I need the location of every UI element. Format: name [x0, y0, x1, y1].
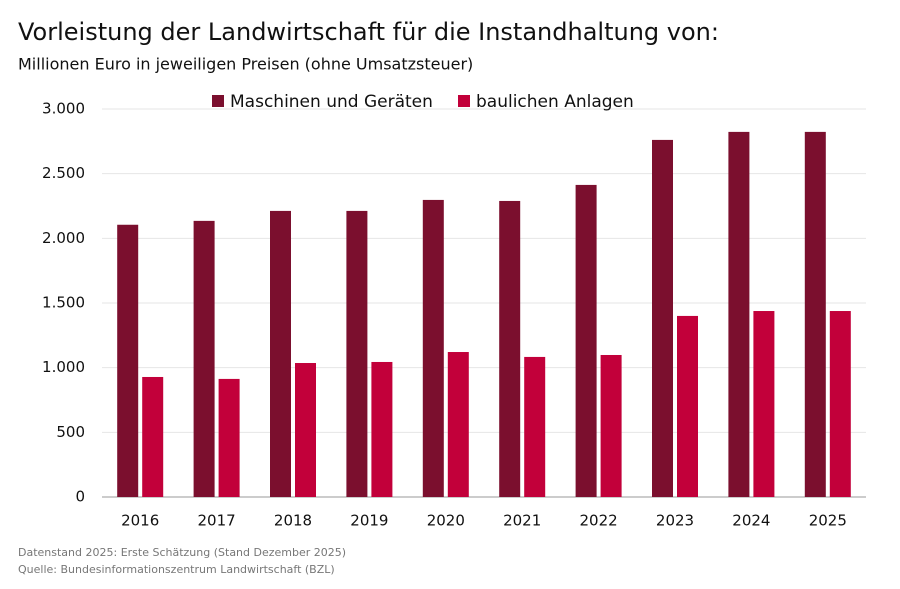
bar [371, 361, 393, 497]
bar [142, 376, 164, 497]
x-tick-label: 2022 [580, 512, 618, 530]
bar [447, 352, 469, 497]
y-tick-label: 0 [75, 488, 85, 506]
x-tick-label: 2016 [121, 512, 159, 530]
bar [117, 224, 139, 497]
x-tick-label: 2017 [198, 512, 236, 530]
bar [499, 200, 521, 497]
y-tick-label: 1.000 [42, 358, 85, 376]
x-tick-label: 2019 [350, 512, 388, 530]
legend-label: Maschinen und Geräten [230, 92, 433, 112]
bar [524, 356, 546, 497]
x-tick-label: 2025 [809, 512, 847, 530]
bar [193, 220, 215, 497]
y-tick-label: 500 [56, 423, 85, 441]
legend-label: baulichen Anlagen [476, 92, 634, 112]
y-tick-label: 2.500 [42, 164, 85, 182]
bar [600, 354, 622, 497]
x-tick-label: 2023 [656, 512, 694, 530]
note: Quelle: Bundesinformationszentrum Landwi… [18, 563, 335, 576]
bar [270, 210, 291, 497]
legend-swatch [212, 95, 224, 107]
legend-swatch [458, 95, 470, 107]
chart-title: Vorleistung der Landwirtschaft für die I… [18, 18, 719, 46]
x-tick-label: 2021 [503, 512, 541, 530]
bar [677, 315, 698, 497]
x-tick-label: 2018 [274, 512, 312, 530]
bar [575, 184, 597, 497]
x-tick-label: 2020 [427, 512, 465, 530]
y-tick-label: 2.000 [42, 229, 85, 247]
bar [346, 210, 368, 497]
y-tick-label: 1.500 [42, 294, 85, 312]
note: Datenstand 2025: Erste Schätzung (Stand … [18, 546, 346, 559]
x-tick-label: 2024 [732, 512, 770, 530]
bar [218, 378, 240, 497]
y-tick-label: 3.000 [42, 100, 85, 118]
bar [422, 199, 444, 497]
bar [295, 363, 316, 497]
chart-subtitle: Millionen Euro in jeweiligen Preisen (oh… [18, 55, 473, 74]
bar [753, 311, 775, 497]
bar [804, 131, 826, 497]
bar [728, 131, 750, 497]
bar [829, 311, 851, 497]
bar [652, 139, 673, 498]
